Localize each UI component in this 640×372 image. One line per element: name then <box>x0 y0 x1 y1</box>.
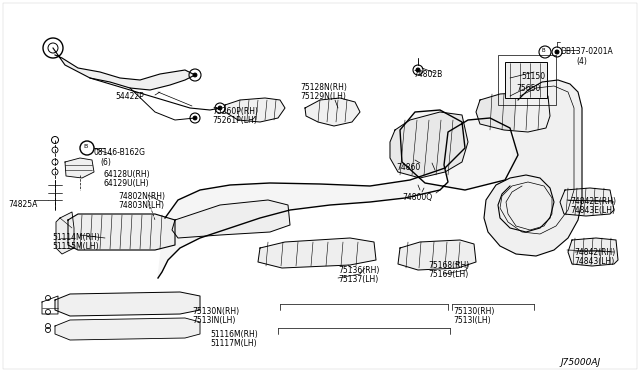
Text: 75650: 75650 <box>516 84 540 93</box>
Polygon shape <box>172 200 290 238</box>
Text: 74802B: 74802B <box>413 70 442 79</box>
Text: 74800Q: 74800Q <box>402 193 432 202</box>
Polygon shape <box>225 98 285 122</box>
Text: 75260P(RH): 75260P(RH) <box>212 107 258 116</box>
Text: 75129N(LH): 75129N(LH) <box>300 92 346 101</box>
Text: 75169(LH): 75169(LH) <box>428 270 468 279</box>
Polygon shape <box>560 188 614 216</box>
Polygon shape <box>68 214 175 250</box>
Text: 74825A: 74825A <box>8 200 37 209</box>
Text: 74843E(LH): 74843E(LH) <box>570 206 615 215</box>
Text: 74803N(LH): 74803N(LH) <box>118 201 164 210</box>
Polygon shape <box>55 292 200 316</box>
Text: (6): (6) <box>100 158 111 167</box>
Circle shape <box>416 68 420 72</box>
Polygon shape <box>56 212 74 254</box>
Text: B: B <box>541 48 545 53</box>
Polygon shape <box>53 48 195 90</box>
Polygon shape <box>484 80 582 256</box>
Text: 74842E(RH): 74842E(RH) <box>570 197 616 206</box>
Text: 51116M(RH): 51116M(RH) <box>210 330 258 339</box>
Text: 7513IN(LH): 7513IN(LH) <box>192 316 236 325</box>
Text: 74802N(RH): 74802N(RH) <box>118 192 165 201</box>
Polygon shape <box>158 110 518 278</box>
Text: 08146-B162G: 08146-B162G <box>93 148 145 157</box>
Text: 75137(LH): 75137(LH) <box>338 275 378 284</box>
Circle shape <box>193 73 197 77</box>
Text: 51117M(LH): 51117M(LH) <box>210 339 257 348</box>
Text: DB137-0201A: DB137-0201A <box>560 47 612 56</box>
Text: 64128U(RH): 64128U(RH) <box>104 170 150 179</box>
Text: 74843(LH): 74843(LH) <box>574 257 614 266</box>
Text: B: B <box>83 144 87 149</box>
Text: 75168(RH): 75168(RH) <box>428 261 469 270</box>
Text: 75136(RH): 75136(RH) <box>338 266 380 275</box>
Text: J75000AJ: J75000AJ <box>560 358 600 367</box>
Circle shape <box>218 106 222 110</box>
Circle shape <box>555 50 559 54</box>
Bar <box>505 62 547 98</box>
Circle shape <box>193 116 197 120</box>
Text: 75128N(RH): 75128N(RH) <box>300 83 347 92</box>
Polygon shape <box>258 238 376 268</box>
Polygon shape <box>55 318 200 340</box>
Text: 75261P(LH): 75261P(LH) <box>212 116 257 125</box>
Text: 75130(RH): 75130(RH) <box>453 307 494 316</box>
Text: 54422P: 54422P <box>115 92 144 101</box>
Text: 51115M(LH): 51115M(LH) <box>52 242 99 251</box>
Text: (4): (4) <box>576 57 587 66</box>
Text: 75130N(RH): 75130N(RH) <box>192 307 239 316</box>
Polygon shape <box>65 158 94 178</box>
Text: 74842(RH): 74842(RH) <box>574 248 615 257</box>
Text: 74860: 74860 <box>396 163 420 172</box>
Text: 64129U(LH): 64129U(LH) <box>104 179 150 188</box>
Polygon shape <box>390 112 468 178</box>
Text: 51114M(RH): 51114M(RH) <box>52 233 100 242</box>
Polygon shape <box>398 240 476 270</box>
Polygon shape <box>305 98 360 126</box>
Polygon shape <box>476 92 550 132</box>
Polygon shape <box>568 238 618 266</box>
Text: 7513I(LH): 7513I(LH) <box>453 316 491 325</box>
Text: 51150: 51150 <box>521 72 545 81</box>
Bar <box>498 55 556 105</box>
